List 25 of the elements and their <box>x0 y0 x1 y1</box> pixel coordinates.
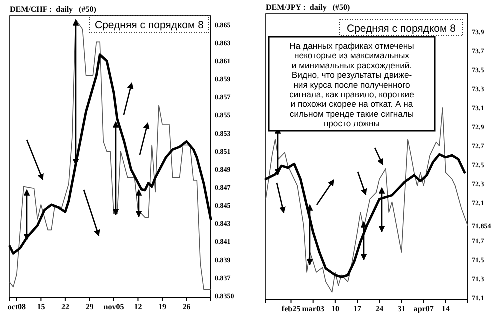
caption-box: Средняя с порядком 8 <box>90 16 210 34</box>
x-tick-label: 26 <box>182 302 191 312</box>
x-tick-label: nov05 <box>104 302 124 312</box>
annotation: Средняя с порядком 8 <box>347 23 456 35</box>
x-tick-label: 14 <box>442 304 450 314</box>
x-tick-label: 31 <box>398 304 406 314</box>
x-tick-label: 19 <box>158 302 166 312</box>
x-tick-label: 24 <box>376 304 384 314</box>
x-tick-label: mar03 <box>302 304 324 314</box>
x-tick-label: feb25 <box>282 304 301 314</box>
line-series <box>266 108 468 293</box>
x-tick-label: 12 <box>134 302 142 312</box>
x-tick-label: 10 <box>331 304 340 314</box>
note-box: На данных графиках отмечены некоторые из максимальных и минимальных расхождений. Видно, что результаты движе- ния курса после полученного сигнала, как правило, короткие и похожи скорее на откат. А на сильном тренде такие сигналы просто ложны <box>268 36 436 132</box>
chart-title: DEM/CHF : daily (#50) <box>10 5 97 14</box>
annotation: Средняя с порядком 8 <box>95 20 204 32</box>
x-tick-label: 29 <box>86 302 94 312</box>
x-tick-label: apr07 <box>414 304 434 314</box>
x-tick-label: 22 <box>61 302 70 312</box>
line-series <box>10 19 212 290</box>
x-tick-label: oct08 <box>8 302 26 312</box>
x-tick-label: 15 <box>37 302 46 312</box>
x-tick-label: 17 <box>354 304 362 314</box>
caption-box: Средняя с порядком 8 <box>340 20 464 36</box>
chart-title: DEM/JPY : daily (#50) <box>266 3 350 12</box>
